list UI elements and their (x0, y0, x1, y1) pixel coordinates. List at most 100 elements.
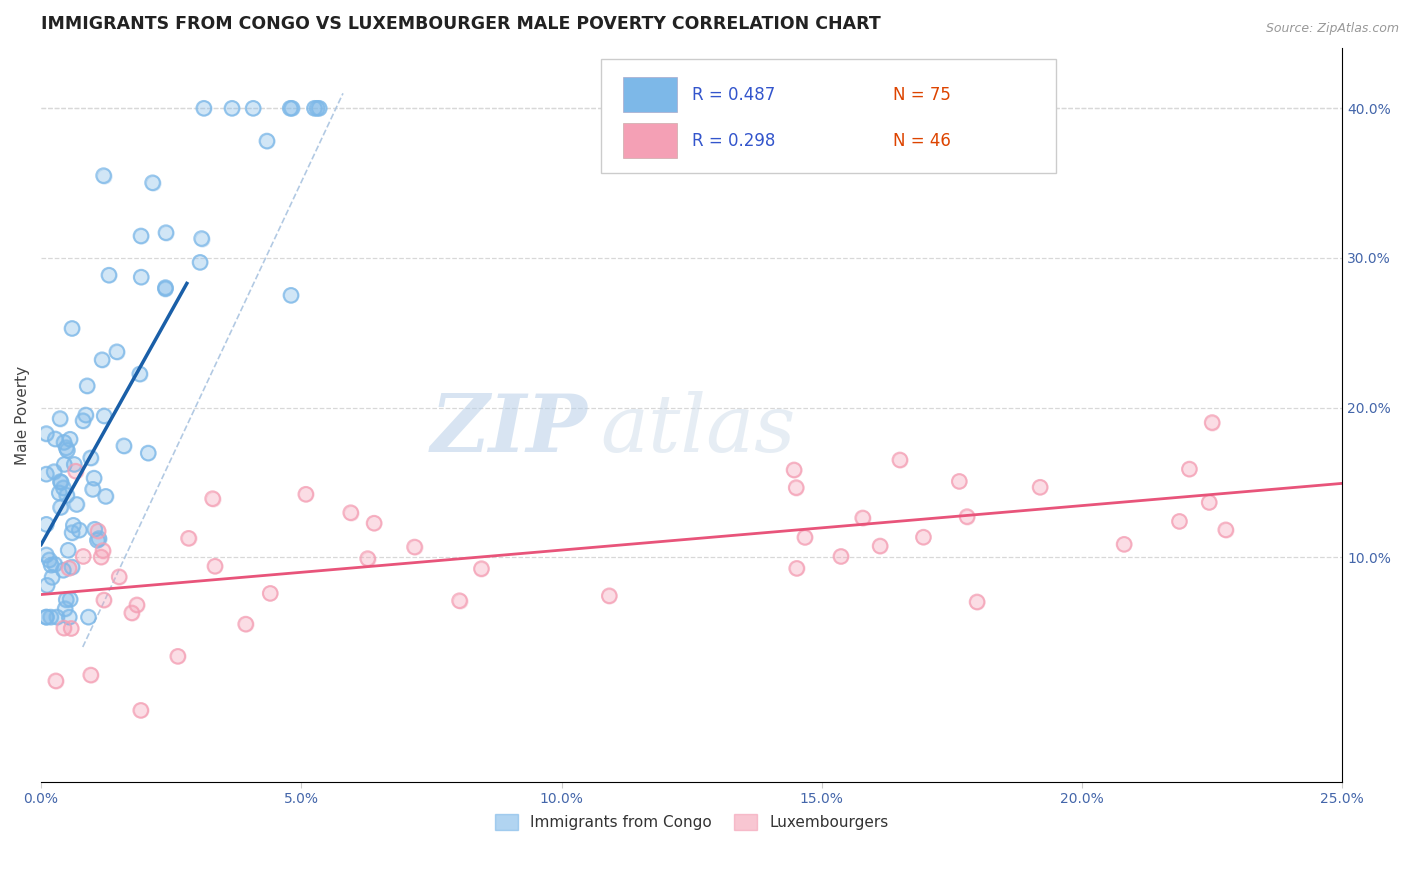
Point (87, 532, 110, 546)
Point (76, 379, 98, 393)
Point (121, 606, 143, 620)
Point (58, 561, 80, 575)
Point (52, 481, 75, 495)
Point (155, 226, 177, 240)
Point (136, 446, 159, 460)
Point (67, 523, 90, 537)
Point (259, 586, 281, 600)
Point (221, 101, 243, 115)
Point (82, 483, 104, 497)
Point (142, 176, 165, 190)
Y-axis label: Male Poverty: Male Poverty (15, 366, 30, 465)
Point (449, 593, 471, 607)
Point (52, 621, 75, 635)
Point (129, 229, 152, 244)
Point (44, 558, 66, 572)
FancyBboxPatch shape (600, 60, 1056, 173)
Point (44, 432, 66, 446)
Point (49, 500, 72, 515)
Point (58, 610, 80, 624)
Point (53, 601, 76, 615)
Point (201, 491, 224, 506)
Point (956, 509, 979, 524)
Point (39, 610, 62, 624)
Point (75, 408, 97, 422)
Point (242, 101, 264, 115)
Point (1168, 515, 1191, 529)
Point (94, 489, 117, 503)
Point (830, 549, 852, 564)
Point (35, 578, 58, 592)
Point (1112, 537, 1135, 551)
Point (125, 598, 148, 612)
Point (35, 548, 58, 562)
Point (93, 593, 115, 607)
Point (53, 601, 76, 615)
Point (598, 589, 620, 603)
Point (80, 450, 103, 465)
Point (155, 282, 177, 296)
Point (785, 481, 807, 495)
Point (294, 487, 316, 501)
Point (235, 617, 257, 632)
Point (45, 673, 67, 688)
Point (793, 530, 815, 544)
Point (94, 489, 117, 503)
Point (166, 649, 188, 664)
Point (49, 475, 72, 489)
Point (852, 511, 875, 525)
Point (49, 475, 72, 489)
Text: IMMIGRANTS FROM CONGO VS LUXEMBOURGER MALE POVERTY CORRELATION CHART: IMMIGRANTS FROM CONGO VS LUXEMBOURGER MA… (41, 15, 882, 33)
Point (77, 610, 100, 624)
Point (1178, 462, 1201, 476)
Point (93, 593, 115, 607)
Point (304, 101, 326, 115)
Text: R = 0.487: R = 0.487 (692, 86, 775, 103)
Point (204, 559, 226, 574)
Point (97, 268, 120, 282)
Point (35, 548, 58, 562)
Point (966, 595, 988, 609)
Point (35, 578, 58, 592)
Point (869, 539, 891, 553)
Point (108, 570, 131, 584)
Point (52, 621, 75, 635)
Point (60, 525, 83, 540)
Point (912, 530, 935, 544)
Point (60, 560, 83, 574)
Point (912, 530, 935, 544)
Point (1029, 480, 1052, 494)
Point (82, 483, 104, 497)
Point (1198, 495, 1220, 509)
Point (470, 561, 492, 575)
Point (305, 101, 328, 115)
Point (48, 485, 70, 500)
Point (83, 471, 105, 485)
Point (129, 703, 152, 717)
Point (783, 463, 806, 477)
Point (60, 622, 83, 636)
Point (242, 101, 264, 115)
Text: ZIP: ZIP (430, 391, 588, 468)
Point (62, 518, 84, 533)
Point (1112, 537, 1135, 551)
Point (869, 539, 891, 553)
Point (35, 426, 58, 441)
Point (39, 610, 62, 624)
Point (305, 101, 328, 115)
Text: R = 0.298: R = 0.298 (692, 132, 775, 150)
Point (56, 443, 79, 458)
Point (83, 522, 105, 536)
Point (91, 543, 114, 558)
Point (308, 101, 330, 115)
Point (948, 475, 970, 489)
Point (59, 432, 82, 446)
Point (280, 288, 302, 302)
Point (948, 475, 970, 489)
Point (49, 411, 72, 425)
Point (87, 524, 110, 538)
Point (87, 532, 110, 546)
Point (42, 465, 65, 479)
Point (121, 606, 143, 620)
Point (38, 553, 60, 567)
